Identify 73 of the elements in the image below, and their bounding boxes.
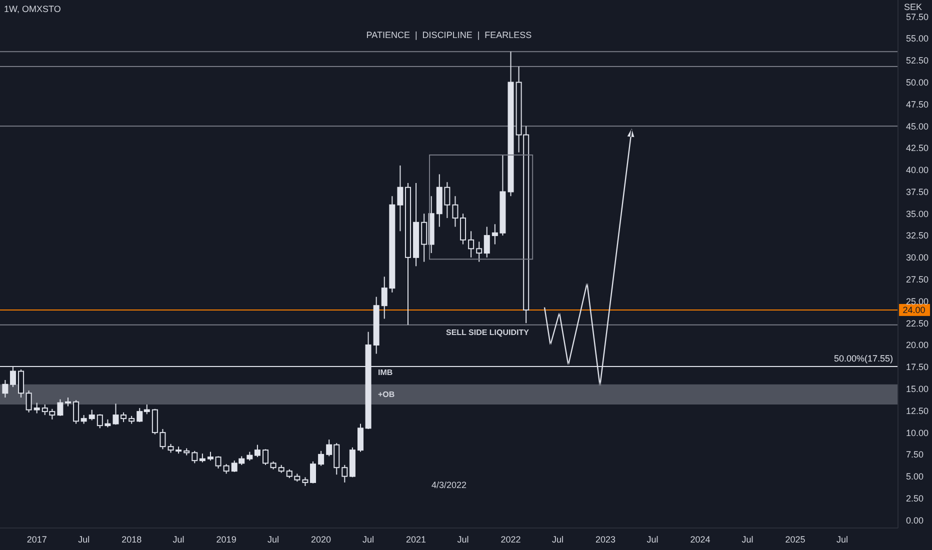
x-tick-label: Jul xyxy=(552,534,564,544)
y-tick-label: 0.00 xyxy=(906,515,924,526)
candlestick xyxy=(88,409,95,421)
x-tick-label: Jul xyxy=(836,534,848,544)
y-tick-label: 7.50 xyxy=(906,450,924,460)
y-tick-label: 22.50 xyxy=(906,318,929,328)
candlestick xyxy=(452,196,458,228)
annotation: 1W, OMXSTO xyxy=(4,4,61,14)
x-tick-label: Jul xyxy=(172,534,184,544)
candlestick xyxy=(476,241,482,262)
x-tick-label: Jul xyxy=(78,534,90,544)
candlestick xyxy=(215,456,222,469)
candlestick xyxy=(73,400,80,424)
y-tick-label: 57.50 xyxy=(906,12,929,22)
y-tick-label: 20.00 xyxy=(906,340,929,350)
candlestick xyxy=(254,444,260,458)
y-tick-label: 55.00 xyxy=(906,34,929,44)
x-tick-label: Jul xyxy=(268,534,280,544)
candlestick xyxy=(262,448,269,466)
y-tick-label: 47.50 xyxy=(906,99,929,110)
y-tick-label: 37.50 xyxy=(906,186,929,197)
x-tick-label: 2018 xyxy=(122,534,142,544)
y-tick-label: 15.00 xyxy=(906,384,929,394)
candlestick xyxy=(34,402,40,414)
candlestick xyxy=(26,390,32,413)
y-tick-label: 42.50 xyxy=(906,143,929,154)
candlestick xyxy=(57,398,64,416)
y-tick-label: 30.00 xyxy=(906,252,929,263)
candlestick xyxy=(484,226,490,258)
candlestick xyxy=(18,369,24,398)
y-tick-label: 52.50 xyxy=(906,56,929,66)
candlestick xyxy=(318,450,324,466)
candlestick xyxy=(468,230,474,258)
y-tick-label: 17.50 xyxy=(906,362,929,372)
x-tick-label: 2021 xyxy=(406,534,426,544)
x-tick-label: 2019 xyxy=(216,534,236,544)
candlestick xyxy=(397,164,404,232)
candlestick xyxy=(342,464,348,483)
y-tick-label: 45.00 xyxy=(906,121,929,132)
annotation: 4/3/2022 xyxy=(430,480,468,490)
y-axis-title: SEK xyxy=(904,2,922,12)
candlestick xyxy=(223,464,230,474)
x-tick-label: 2025 xyxy=(785,534,806,544)
x-tick-label: Jul xyxy=(457,534,469,544)
y-tick-label: 50.00 xyxy=(906,78,929,88)
y-tick-label: 32.50 xyxy=(906,230,929,241)
x-tick-label: 2023 xyxy=(595,534,616,544)
candlestick xyxy=(358,423,364,452)
annotation: +OB xyxy=(378,390,395,399)
y-tick-label: 25.00 xyxy=(906,296,929,306)
x-tick-label: Jul xyxy=(362,534,374,544)
annotation: SELL SIDE LIQUIDITY xyxy=(446,328,529,337)
annotation: IMB xyxy=(378,368,393,377)
x-tick-label: 2022 xyxy=(500,534,521,544)
y-tick-label: 27.50 xyxy=(906,274,929,285)
y-tick-label: 2.50 xyxy=(906,493,924,504)
ref-line-label: 24.00 xyxy=(902,304,926,315)
y-tick-label: 5.00 xyxy=(906,472,924,482)
x-tick-label: Jul xyxy=(742,534,754,544)
x-tick-label: Jul xyxy=(646,534,658,544)
candlestick xyxy=(2,380,8,398)
x-tick-label: 2020 xyxy=(311,534,332,544)
ref-line-label: 50.00%(17.55) xyxy=(834,353,893,364)
x-tick-label: 2024 xyxy=(690,534,710,544)
y-tick-label: 12.50 xyxy=(906,406,929,416)
candlestick xyxy=(460,213,466,245)
candlestick xyxy=(310,460,316,484)
text: PATIENCE | DISCIPLINE | FEARLESS xyxy=(365,30,533,40)
candlestick xyxy=(192,450,198,464)
x-tick-label: 2017 xyxy=(26,534,47,544)
y-tick-label: 40.00 xyxy=(906,165,929,176)
y-tick-label: 10.00 xyxy=(906,428,929,438)
y-tick-label: 35.00 xyxy=(906,208,929,219)
